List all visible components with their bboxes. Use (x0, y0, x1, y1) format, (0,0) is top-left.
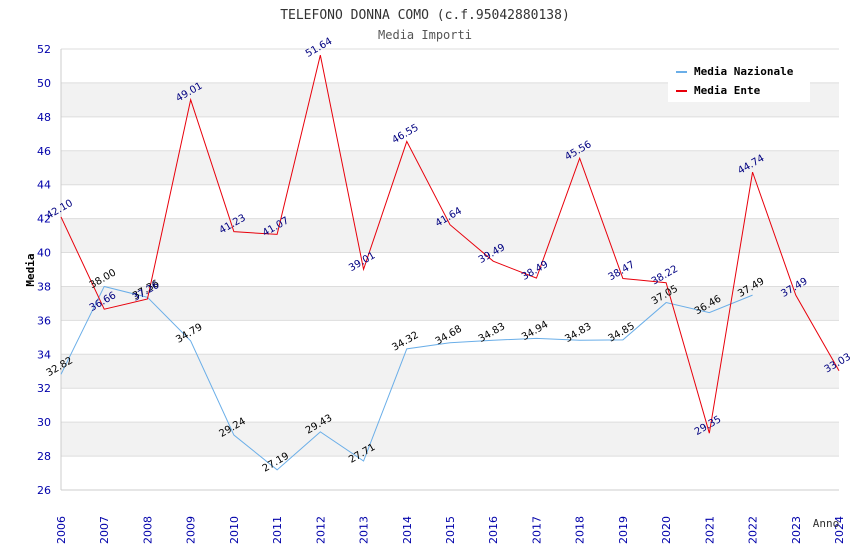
x-tick-label: 2022 (747, 516, 760, 544)
series-line-media-ente (60, 54, 840, 434)
chart-title: TELEFONO DONNA COMO (c.f.95042880138) (280, 8, 570, 23)
grid-band (61, 354, 839, 389)
x-tick-label: 2020 (660, 516, 673, 544)
data-label-media-ente: 46.55 (390, 122, 420, 146)
x-tick-label: 2014 (401, 516, 414, 544)
data-label-media-nazionale: 34.79 (174, 322, 204, 346)
y-tick-labels: 26 28 30 32 34 36 38 40 42 44 46 48 50 52 (37, 43, 51, 497)
x-tick-label: 2007 (98, 516, 111, 544)
x-tick-label: 2012 (314, 516, 327, 544)
data-label-media-nazionale: 34.83 (477, 321, 507, 345)
data-label-media-nazionale: 34.68 (434, 324, 464, 348)
series-line-media-nazionale (60, 285, 753, 471)
y-tick-label: 36 (37, 314, 51, 327)
chart-subtitle: Media Importi (378, 28, 472, 42)
series-lines (60, 54, 840, 471)
x-tick-label: 2021 (703, 516, 716, 544)
grid-band (61, 286, 839, 321)
axes (60, 49, 839, 491)
x-tick-label: 2017 (530, 516, 543, 544)
data-label-media-ente: 38.22 (650, 264, 680, 288)
y-tick-label: 42 (37, 213, 51, 226)
data-label-media-nazionale: 34.94 (520, 319, 550, 343)
x-axis-label: Anno (813, 517, 840, 530)
grid-bands (61, 82, 839, 457)
y-tick-label: 32 (37, 382, 51, 395)
y-tick-label: 38 (37, 280, 51, 293)
data-label-media-ente: 51.64 (304, 36, 334, 60)
x-tick-label: 2010 (228, 516, 241, 544)
y-tick-label: 52 (37, 43, 51, 56)
y-tick-label: 26 (37, 484, 51, 497)
y-tick-label: 34 (37, 348, 51, 361)
x-tick-label: 2024 (833, 516, 846, 544)
x-tick-labels: 2006 2007 2008 2009 2010 2011 2012 2013 2014 2015… (55, 516, 846, 544)
y-tick-label: 28 (37, 450, 51, 463)
y-tick-label: 48 (37, 111, 51, 124)
data-label-media-nazionale: 34.32 (390, 330, 420, 354)
x-tick-label: 2013 (358, 516, 371, 544)
data-label-media-nazionale: 34.83 (563, 321, 593, 345)
x-tick-label: 2019 (617, 516, 630, 544)
y-tick-label: 44 (37, 179, 51, 192)
data-label-media-ente: 42.10 (45, 198, 75, 222)
legend-box (668, 60, 810, 102)
data-label-media-ente: 38.49 (520, 259, 550, 283)
y-tick-label: 50 (37, 77, 51, 90)
x-tick-label: 2011 (271, 516, 284, 544)
x-tick-label: 2009 (185, 516, 198, 544)
legend: Media Nazionale Media Ente (668, 60, 810, 102)
grid-band (61, 150, 839, 185)
x-tick-label: 2008 (141, 516, 154, 544)
legend-label-media-nazionale: Media Nazionale (694, 65, 794, 78)
y-tick-label: 46 (37, 145, 51, 158)
data-label-media-nazionale: 34.85 (606, 321, 636, 345)
x-tick-label: 2016 (487, 516, 500, 544)
x-tick-label: 2018 (574, 516, 587, 544)
legend-label-media-ente: Media Ente (694, 84, 761, 97)
x-tick-label: 2015 (444, 516, 457, 544)
data-label-media-ente: 39.01 (347, 250, 377, 274)
grid-band (61, 422, 839, 457)
y-axis-label: Media (24, 253, 37, 286)
x-tick-label: 2023 (790, 516, 803, 544)
y-tick-label: 40 (37, 247, 51, 260)
y-tick-label: 30 (37, 416, 51, 429)
x-tick-label: 2006 (55, 516, 68, 544)
